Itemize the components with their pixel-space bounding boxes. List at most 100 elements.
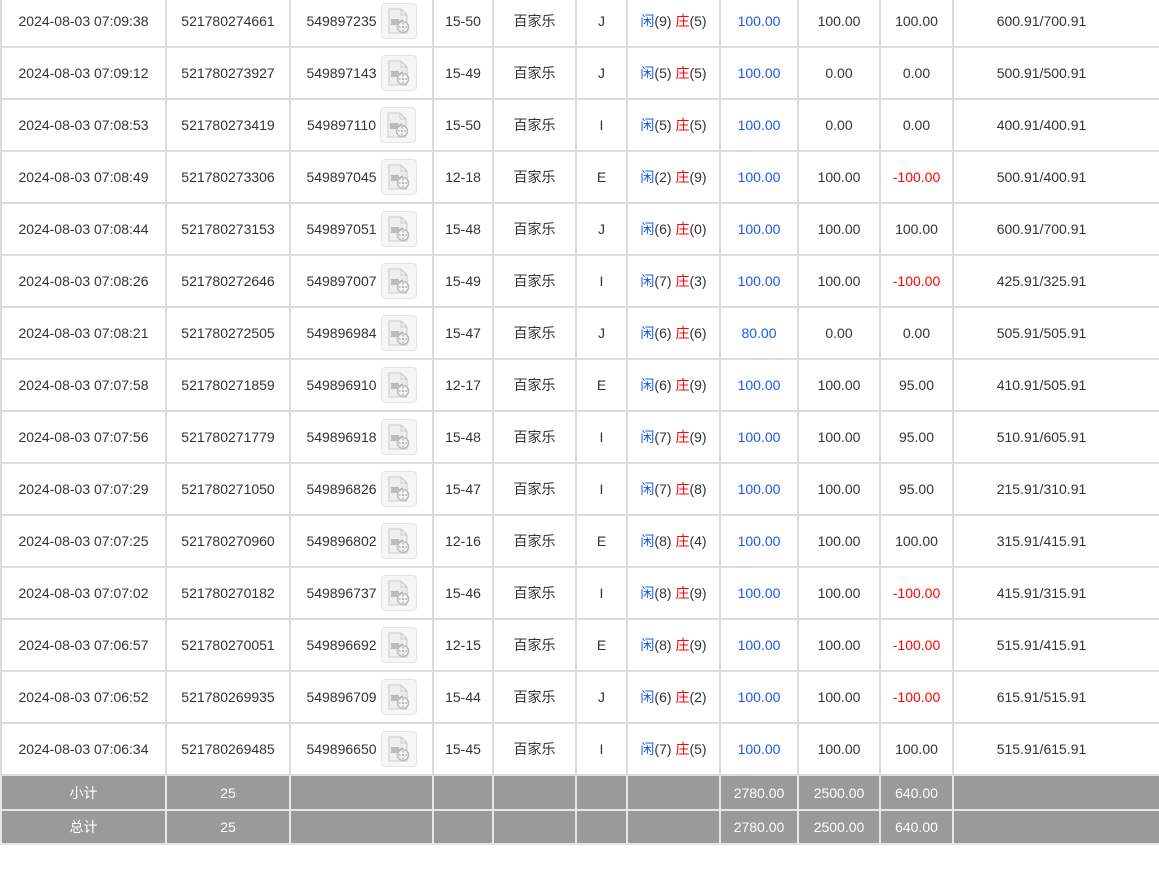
bet-code: J <box>575 46 628 100</box>
banker-score: (5) <box>689 65 707 81</box>
player-score: (8) <box>654 585 672 601</box>
table-row: 2024-08-03 07:06:57 521780270051 549896692… <box>0 618 1159 672</box>
player-score: (6) <box>654 221 672 237</box>
game-name: 百家乐 <box>492 462 577 516</box>
total-count: 25 <box>165 809 291 845</box>
bet-amount[interactable]: 100.00 <box>719 98 799 152</box>
banker-score: (6) <box>689 325 707 341</box>
video-replay-icon[interactable] <box>380 315 417 351</box>
round-id: 549897235 <box>306 13 377 29</box>
result-cell: 闲(9) 庄(5) <box>626 0 721 48</box>
result-cell: 闲(2) 庄(9) <box>626 150 721 204</box>
round-cell: 549896709 <box>289 670 434 724</box>
table-no: 15-45 <box>432 722 494 776</box>
valid-amount: 100.00 <box>797 254 881 308</box>
table-no: 15-44 <box>432 670 494 724</box>
video-replay-icon[interactable] <box>380 731 417 767</box>
bet-amount[interactable]: 100.00 <box>719 670 799 724</box>
bet-time: 2024-08-03 07:07:02 <box>0 566 167 620</box>
win-loss: 0.00 <box>879 46 954 100</box>
banker-label: 庄 <box>675 273 690 289</box>
video-replay-icon[interactable] <box>380 419 417 455</box>
result-cell: 闲(7) 庄(5) <box>626 722 721 776</box>
bet-id: 521780272505 <box>165 306 291 360</box>
banker-score: (9) <box>689 429 707 445</box>
bet-code: E <box>575 358 628 412</box>
bet-amount[interactable]: 80.00 <box>719 306 799 360</box>
result-cell: 闲(8) 庄(4) <box>626 514 721 568</box>
subtotal-label: 小计 <box>0 774 167 811</box>
balance-before-after: 400.91/400.91 <box>952 98 1159 152</box>
video-replay-icon[interactable] <box>380 627 417 663</box>
banker-label: 庄 <box>675 741 690 757</box>
bet-amount[interactable]: 100.00 <box>719 722 799 776</box>
game-name: 百家乐 <box>492 410 577 464</box>
round-cell: 549896802 <box>289 514 434 568</box>
bet-records-table: 2024-08-03 07:09:38 521780274661 549897235… <box>0 0 1159 845</box>
video-replay-icon[interactable] <box>380 523 417 559</box>
bet-amount[interactable]: 100.00 <box>719 566 799 620</box>
banker-label: 庄 <box>675 13 690 29</box>
banker-score: (9) <box>689 169 707 185</box>
player-label: 闲 <box>640 429 655 445</box>
valid-amount: 100.00 <box>797 0 881 48</box>
win-loss: 100.00 <box>879 0 954 48</box>
bet-amount[interactable]: 100.00 <box>719 0 799 48</box>
video-replay-icon[interactable] <box>380 367 417 403</box>
video-replay-icon[interactable] <box>380 3 417 39</box>
bet-code: I <box>575 98 628 152</box>
table-row: 2024-08-03 07:07:56 521780271779 549896918… <box>0 410 1159 464</box>
banker-label: 庄 <box>675 481 690 497</box>
banker-score: (4) <box>689 533 707 549</box>
bet-id: 521780270051 <box>165 618 291 672</box>
video-replay-icon[interactable] <box>380 107 417 143</box>
round-id: 549896984 <box>306 325 377 341</box>
total-valid: 2500.00 <box>797 809 881 845</box>
balance-before-after: 600.91/700.91 <box>952 0 1159 48</box>
table-no: 15-46 <box>432 566 494 620</box>
bet-amount[interactable]: 100.00 <box>719 150 799 204</box>
player-label: 闲 <box>640 13 655 29</box>
player-score: (5) <box>654 65 672 81</box>
video-replay-icon[interactable] <box>380 211 417 247</box>
bet-id: 521780273419 <box>165 98 291 152</box>
bet-time: 2024-08-03 07:08:21 <box>0 306 167 360</box>
bet-amount[interactable]: 100.00 <box>719 462 799 516</box>
player-score: (2) <box>654 169 672 185</box>
banker-label: 庄 <box>675 533 690 549</box>
banker-score: (3) <box>689 273 707 289</box>
win-loss: -100.00 <box>879 618 954 672</box>
video-replay-icon[interactable] <box>380 575 417 611</box>
game-name: 百家乐 <box>492 150 577 204</box>
bet-amount[interactable]: 100.00 <box>719 202 799 256</box>
bet-code: E <box>575 618 628 672</box>
player-label: 闲 <box>640 481 655 497</box>
bet-time: 2024-08-03 07:06:52 <box>0 670 167 724</box>
banker-score: (5) <box>689 13 707 29</box>
banker-score: (9) <box>689 585 707 601</box>
bet-time: 2024-08-03 07:09:38 <box>0 0 167 48</box>
video-replay-icon[interactable] <box>380 159 417 195</box>
result-cell: 闲(5) 庄(5) <box>626 46 721 100</box>
bet-amount[interactable]: 100.00 <box>719 46 799 100</box>
bet-amount[interactable]: 100.00 <box>719 254 799 308</box>
valid-amount: 100.00 <box>797 462 881 516</box>
bet-amount[interactable]: 100.00 <box>719 514 799 568</box>
bet-amount[interactable]: 100.00 <box>719 410 799 464</box>
bet-amount[interactable]: 100.00 <box>719 618 799 672</box>
player-score: (5) <box>654 117 672 133</box>
video-replay-icon[interactable] <box>380 471 417 507</box>
balance-before-after: 615.91/515.91 <box>952 670 1159 724</box>
bet-amount[interactable]: 100.00 <box>719 358 799 412</box>
video-replay-icon[interactable] <box>380 679 417 715</box>
banker-label: 庄 <box>675 429 690 445</box>
table-no: 15-50 <box>432 98 494 152</box>
video-replay-icon[interactable] <box>380 55 417 91</box>
valid-amount: 100.00 <box>797 618 881 672</box>
player-label: 闲 <box>640 273 655 289</box>
video-replay-icon[interactable] <box>380 263 417 299</box>
bet-code: E <box>575 514 628 568</box>
table-row: 2024-08-03 07:09:12 521780273927 549897143… <box>0 46 1159 100</box>
table-row: 2024-08-03 07:08:44 521780273153 549897051… <box>0 202 1159 256</box>
banker-score: (5) <box>689 741 707 757</box>
